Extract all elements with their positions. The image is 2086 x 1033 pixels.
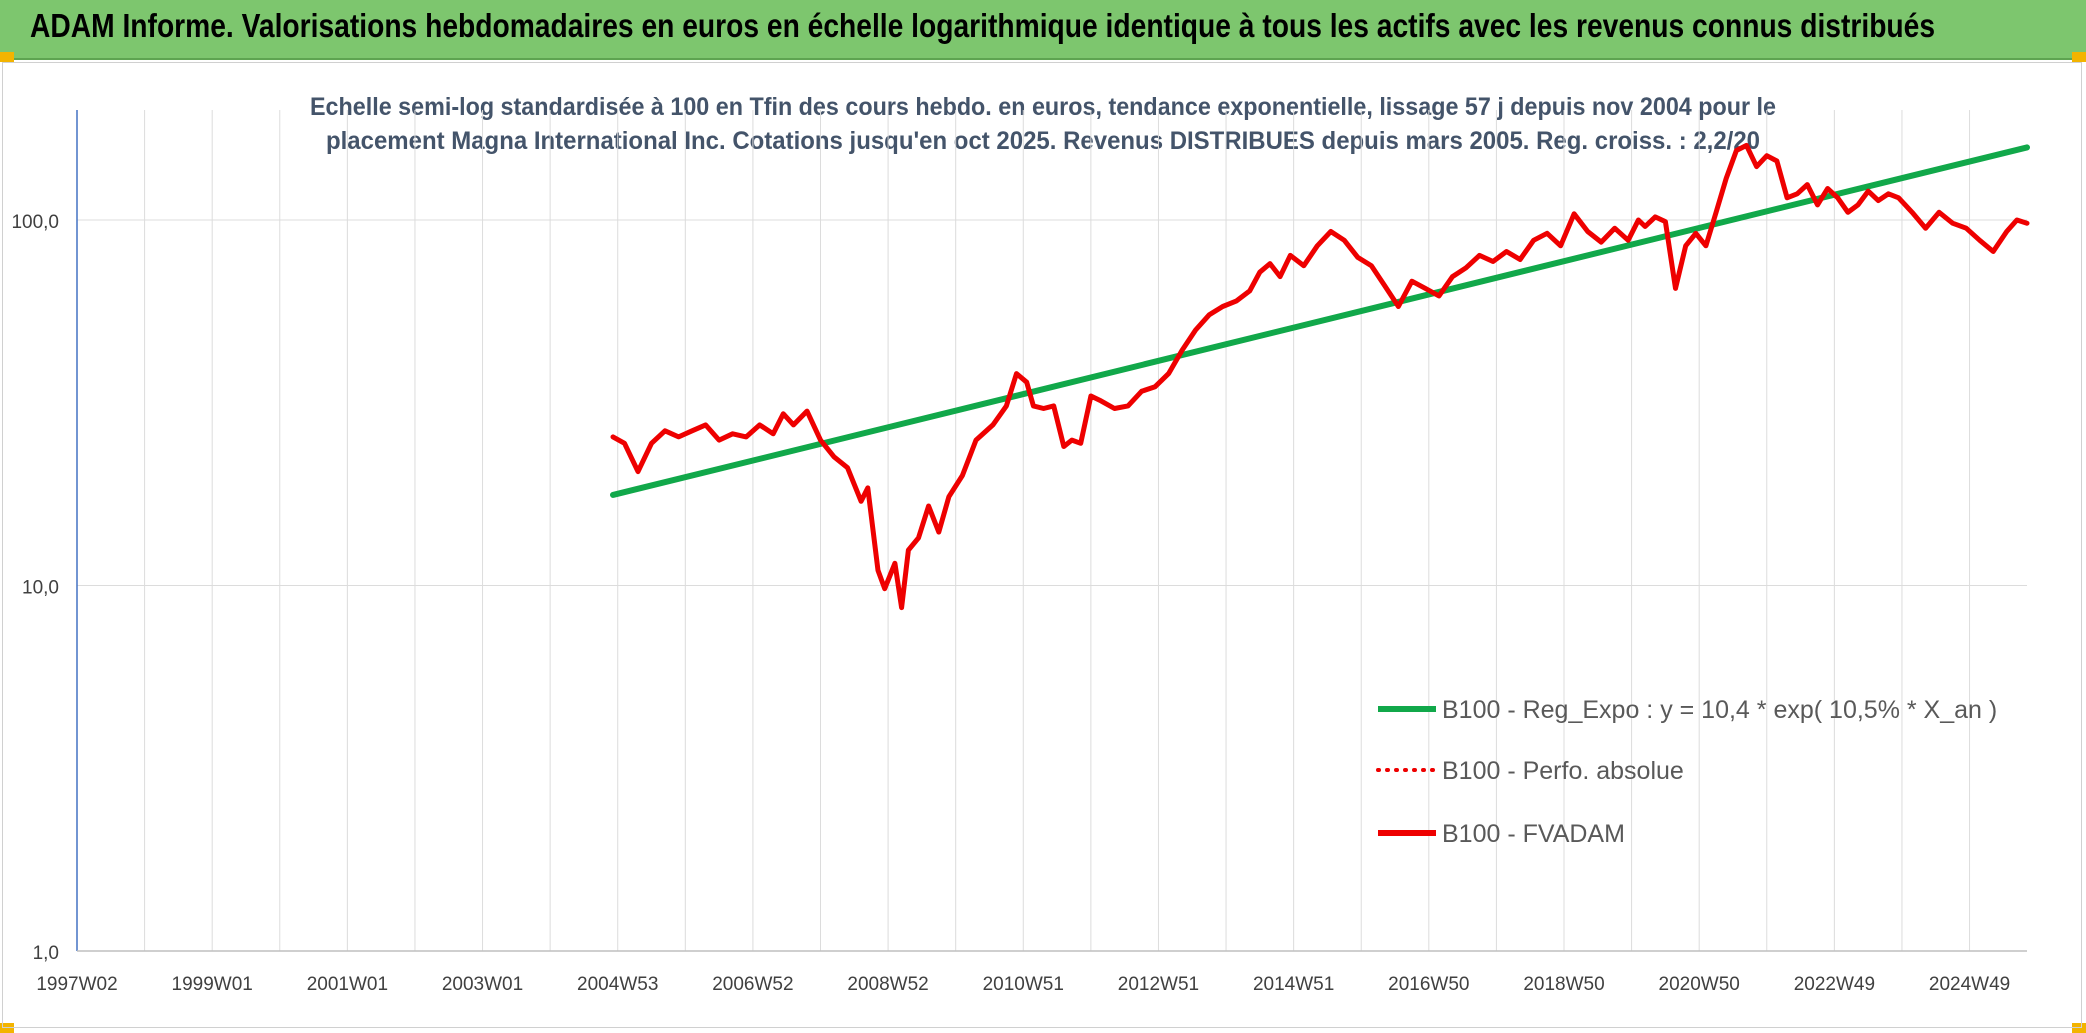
x-tick-label: 2024W49 xyxy=(1929,974,2010,995)
x-tick-label: 2012W51 xyxy=(1118,974,1199,995)
corner-marker-top-left xyxy=(0,52,14,62)
title-banner: ADAM Informe. Valorisations hebdomadaire… xyxy=(0,0,2086,60)
x-tick-label: 2003W01 xyxy=(442,974,523,995)
x-tick-label: 2018W50 xyxy=(1523,974,1604,995)
legend-label-2: B100 - Perfo. absolue xyxy=(1442,757,1684,785)
x-tick-label: 2016W50 xyxy=(1388,974,1469,995)
chart-title-line-2: placement Magna International Inc. Cotat… xyxy=(326,127,1760,155)
y-tick-label: 10,0 xyxy=(22,578,59,599)
legend-label-3: B100 - FVADAM xyxy=(1442,820,1625,848)
x-tick-label: 2008W52 xyxy=(847,974,928,995)
chart-frame xyxy=(2,62,2082,1028)
x-tick-label: 2014W51 xyxy=(1253,974,1334,995)
corner-marker-bottom-left xyxy=(0,1023,14,1033)
series-line-trend xyxy=(610,144,2030,498)
legend-label-1: B100 - Reg_Expo : y = 10,4 * exp( 10,5% … xyxy=(1442,696,1997,724)
x-tick-label: 1999W01 xyxy=(172,974,253,995)
x-tick-label: 1997W02 xyxy=(36,974,117,995)
page-title: ADAM Informe. Valorisations hebdomadaire… xyxy=(30,7,1936,44)
y-tick-label: 100,0 xyxy=(11,212,59,233)
x-tick-label: 2001W01 xyxy=(307,974,388,995)
corner-marker-top-right xyxy=(2072,52,2086,62)
x-tick-label: 2022W49 xyxy=(1794,974,1875,995)
x-tick-label: 2020W50 xyxy=(1659,974,1740,995)
y-tick-label: 1,0 xyxy=(33,943,59,964)
chart-title-line-1: Echelle semi-log standardisée à 100 en T… xyxy=(310,93,1776,121)
x-tick-label: 2006W52 xyxy=(712,974,793,995)
corner-marker-bottom-right xyxy=(2072,1023,2086,1033)
series-line-fvadam xyxy=(610,142,2030,611)
x-tick-label: 2004W53 xyxy=(577,974,658,995)
x-tick-label: 2010W51 xyxy=(983,974,1064,995)
